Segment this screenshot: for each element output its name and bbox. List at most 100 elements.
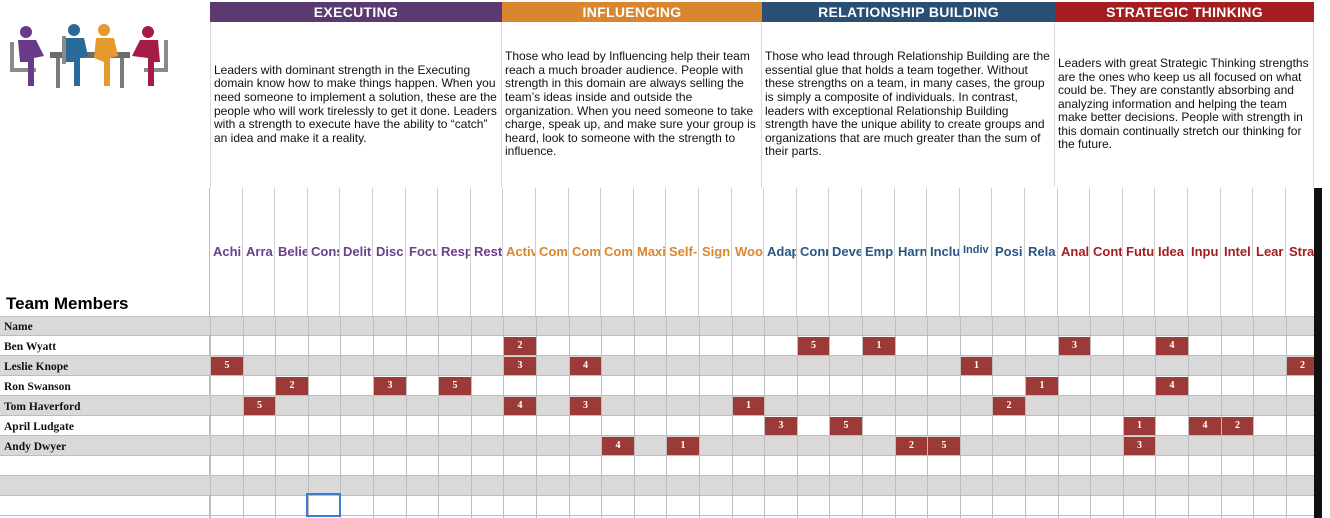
theme-header: Inpu [1188, 188, 1221, 316]
grid-column-line [699, 316, 700, 518]
rank-badge[interactable]: 2 [1222, 417, 1253, 435]
description-text: Leaders with dominant strength in the Ex… [214, 62, 497, 145]
grid-column-line [1090, 316, 1091, 518]
theme-header: Activ [503, 188, 536, 316]
rank-badge[interactable]: 3 [570, 397, 601, 415]
rank-badge[interactable]: 1 [1124, 417, 1155, 435]
member-name[interactable]: Tom Haverford [4, 401, 81, 413]
rank-badge[interactable]: 3 [1124, 437, 1155, 455]
grid-column-line [732, 316, 733, 518]
rank-badge[interactable]: 4 [602, 437, 634, 455]
theme-header: Indiv [960, 188, 992, 316]
rank-badge[interactable]: 2 [1287, 357, 1318, 375]
grid-column-line [797, 316, 798, 518]
grid-column-line [340, 316, 341, 518]
rank-badge[interactable]: 5 [928, 437, 960, 455]
domain-description-influencing: Those who lead by Influencing help their… [502, 22, 762, 187]
rank-badge[interactable]: 4 [1156, 337, 1188, 355]
theme-header: Posi [992, 188, 1025, 316]
table-row [0, 416, 1314, 436]
theme-header: Com [536, 188, 569, 316]
domain-header-influencing: INFLUENCING [502, 2, 762, 22]
selected-cell[interactable] [306, 493, 341, 517]
grid-column-line [1025, 316, 1026, 518]
rank-badge[interactable]: 5 [798, 337, 829, 355]
rank-badge[interactable]: 4 [570, 357, 601, 375]
description-text: Those who lead by Influencing help their… [505, 49, 756, 159]
grid-column-line [927, 316, 928, 518]
rank-badge[interactable]: 1 [863, 337, 895, 355]
grid-column-line [1286, 316, 1287, 518]
table-row [0, 336, 1314, 356]
rank-badge[interactable]: 2 [896, 437, 927, 455]
member-name[interactable]: Leslie Knope [4, 361, 69, 373]
theme-header: Emp [862, 188, 895, 316]
member-name[interactable]: April Ludgate [4, 421, 74, 433]
rank-badge[interactable]: 5 [244, 397, 275, 415]
rank-badge[interactable]: 3 [374, 377, 406, 395]
grid-column-line [1058, 316, 1059, 518]
rank-badge[interactable]: 5 [830, 417, 862, 435]
theme-header: Focu [406, 188, 438, 316]
theme-header: Futu [1123, 188, 1155, 316]
grid-column-line [471, 316, 472, 518]
grid-column-line [764, 316, 765, 518]
grid-column-line [862, 316, 863, 518]
description-text: Those who lead through Relationship Buil… [765, 49, 1050, 159]
theme-header: Sign [699, 188, 732, 316]
member-name[interactable]: Ron Swanson [4, 381, 71, 393]
rank-badge[interactable]: 4 [504, 397, 536, 415]
rank-badge[interactable]: 5 [439, 377, 471, 395]
grid-column-line [243, 316, 244, 518]
rank-badge[interactable]: 3 [765, 417, 797, 435]
domain-description-relationship: Those who lead through Relationship Buil… [762, 22, 1055, 187]
rank-badge[interactable]: 1 [1026, 377, 1058, 395]
rank-badge[interactable]: 2 [276, 377, 308, 395]
grid-column-line [601, 316, 602, 518]
rank-badge[interactable]: 1 [961, 357, 992, 375]
grid-column-line [666, 316, 667, 518]
theme-header: Rest [471, 188, 503, 316]
table-row [0, 376, 1314, 396]
rank-badge[interactable]: 2 [504, 337, 536, 355]
rank-badge[interactable]: 4 [1156, 377, 1188, 395]
grid-top-line [0, 316, 1314, 317]
grid-column-line [1123, 316, 1124, 518]
rank-badge[interactable]: 1 [733, 397, 764, 415]
table-row [0, 396, 1314, 416]
grid-column-line [895, 316, 896, 518]
grid-column-line [373, 316, 374, 518]
name-column-header: Name [4, 321, 33, 333]
theme-header: Adap [764, 188, 797, 316]
theme-header: Lear [1253, 188, 1286, 316]
theme-header: Arra [243, 188, 275, 316]
theme-header: Resp [438, 188, 471, 316]
theme-header: Conn [797, 188, 829, 316]
rank-badge[interactable]: 3 [1059, 337, 1090, 355]
theme-header: Cons [308, 188, 340, 316]
grid-column-line [1221, 316, 1222, 518]
domain-description-executing: Leaders with dominant strength in the Ex… [210, 22, 502, 187]
grid-column-line [210, 316, 211, 518]
theme-header: Cont [1090, 188, 1123, 316]
grid-column-line [308, 316, 309, 518]
theme-header: Idea [1155, 188, 1188, 316]
theme-header: Woo [732, 188, 764, 316]
theme-header: Inclu [927, 188, 960, 316]
theme-header: Anal [1058, 188, 1090, 316]
rank-badge[interactable]: 5 [211, 357, 243, 375]
rank-badge[interactable]: 1 [667, 437, 699, 455]
rank-badge[interactable]: 3 [504, 357, 536, 375]
rank-badge[interactable]: 4 [1189, 417, 1221, 435]
member-name[interactable]: Ben Wyatt [4, 341, 57, 353]
domain-header-executing: EXECUTING [210, 2, 502, 22]
rank-badge[interactable]: 2 [993, 397, 1025, 415]
grid-column-line [1188, 316, 1189, 518]
theme-header: Belie [275, 188, 308, 316]
grid-column-line [634, 316, 635, 518]
theme-header: Disc [373, 188, 406, 316]
table-row [0, 496, 1314, 516]
grid-column-line [503, 316, 504, 518]
domain-header-strategic: STRATEGIC THINKING [1055, 2, 1314, 22]
member-name[interactable]: Andy Dwyer [4, 441, 67, 453]
